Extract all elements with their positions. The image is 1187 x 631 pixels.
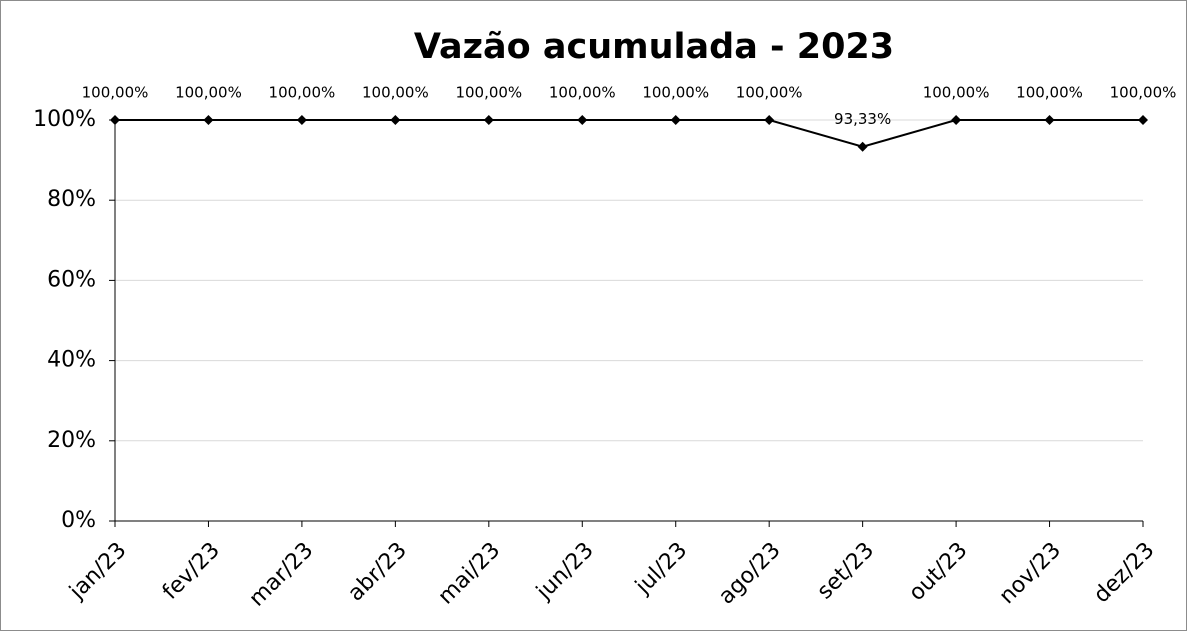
y-tick-label: 40%	[47, 348, 96, 373]
marker	[764, 115, 775, 125]
y-tick-label: 80%	[47, 187, 96, 212]
y-tick-label: 0%	[61, 508, 96, 533]
marker	[1138, 115, 1148, 125]
data-label: 100,00%	[1016, 84, 1083, 102]
data-label: 100,00%	[736, 84, 803, 102]
data-label: 100,00%	[549, 84, 616, 102]
data-label: 93,33%	[834, 110, 891, 128]
chart-title: Vazão acumulada - 2023	[414, 27, 894, 67]
marker	[951, 115, 962, 125]
data-label: 100,00%	[1110, 84, 1177, 102]
y-tick-label: 60%	[47, 267, 96, 292]
line	[115, 119, 1143, 148]
marker	[1044, 115, 1055, 125]
data-label: 100,00%	[642, 84, 709, 102]
marker	[203, 115, 214, 125]
data-label: 100,00%	[269, 84, 336, 102]
marker	[857, 141, 868, 152]
marker	[110, 115, 120, 125]
marker	[577, 115, 588, 125]
marker	[296, 115, 307, 125]
data-label: 100,00%	[923, 84, 990, 102]
marker	[483, 115, 494, 125]
data-label: 100,00%	[455, 84, 522, 102]
marker	[390, 115, 401, 125]
y-tick-label: 100%	[33, 107, 96, 132]
data-label: 100,00%	[362, 84, 429, 102]
marker	[670, 115, 681, 125]
y-tick-label: 20%	[47, 428, 96, 453]
data-label: 100,00%	[82, 84, 149, 102]
data-label: 100,00%	[175, 84, 242, 102]
